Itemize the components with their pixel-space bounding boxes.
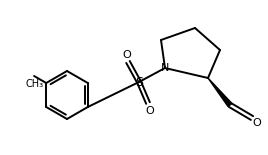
Polygon shape bbox=[208, 78, 232, 107]
Text: CH₃: CH₃ bbox=[25, 79, 43, 89]
Text: N: N bbox=[161, 63, 169, 73]
Text: S: S bbox=[135, 75, 143, 89]
Text: O: O bbox=[253, 118, 261, 128]
Text: O: O bbox=[123, 50, 131, 60]
Text: O: O bbox=[146, 106, 154, 116]
